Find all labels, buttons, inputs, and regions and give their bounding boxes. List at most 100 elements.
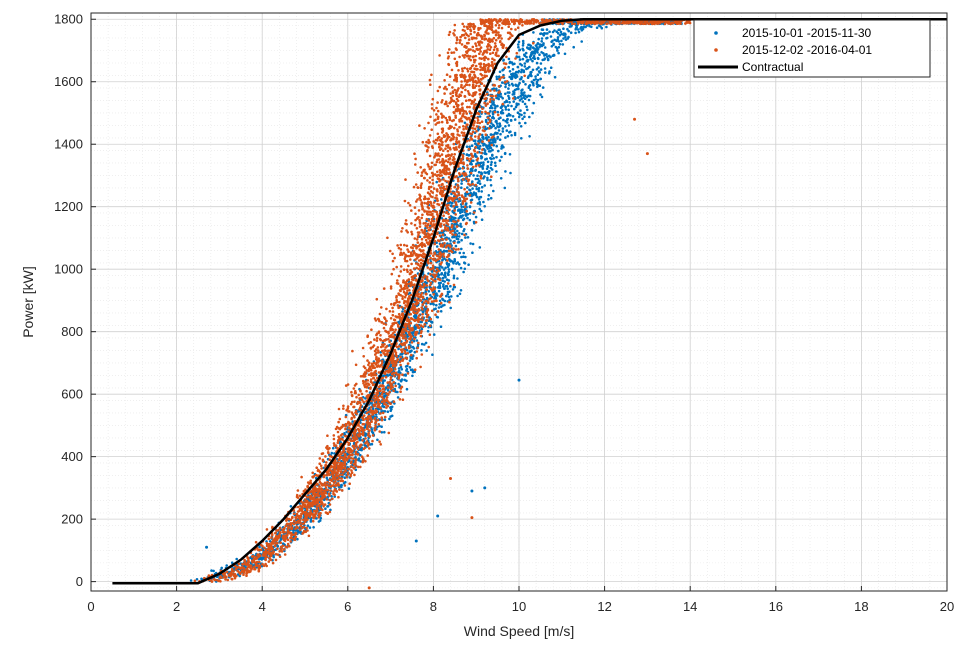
data-point [459,216,462,219]
data-point [529,74,532,77]
data-point [400,244,403,247]
data-point [258,568,261,571]
data-point [496,22,499,25]
data-point [373,338,376,341]
data-point [512,68,515,71]
data-point [455,42,458,45]
data-point [474,128,477,131]
data-point [548,72,551,75]
data-point [470,157,473,160]
data-point [444,180,447,183]
data-point [498,125,501,128]
data-point [429,294,432,297]
data-point [517,26,520,29]
data-point [467,154,470,157]
data-point [572,46,575,49]
data-point [397,304,400,307]
data-point [444,267,447,270]
data-point [443,287,446,290]
data-point [431,300,434,303]
data-point [381,393,384,396]
data-point [497,136,500,139]
data-point [329,482,332,485]
data-point [518,70,521,73]
data-point [465,214,468,217]
data-point [428,290,431,293]
data-point [475,194,478,197]
data-point [429,116,432,119]
data-point [371,431,374,434]
data-point [431,353,434,356]
data-point [512,84,515,87]
data-point [481,156,484,159]
data-point [519,109,522,112]
data-point [340,434,343,437]
data-point [434,197,437,200]
data-point [497,98,500,101]
data-point [481,218,484,221]
data-point [464,236,467,239]
data-point [551,45,554,48]
data-point [508,76,511,79]
data-point [401,373,404,376]
data-point [462,29,465,32]
data-point [435,304,438,307]
data-point [258,570,261,573]
data-point [454,58,457,61]
data-point [238,575,241,578]
data-point [414,158,417,161]
data-point [567,37,570,40]
data-point [395,371,398,374]
data-point [478,190,481,193]
data-point [432,293,435,296]
data-point [406,365,409,368]
data-point [392,314,395,317]
data-point [507,135,510,138]
data-point [447,264,450,267]
data-point [488,172,491,175]
data-point [413,267,416,270]
data-point [400,230,403,233]
data-point [414,224,417,227]
data-point [491,136,494,139]
data-point [490,163,493,166]
data-point [530,54,533,57]
data-point [509,70,512,73]
data-point [344,481,347,484]
data-point [509,172,512,175]
data-point [397,396,400,399]
data-point [460,206,463,209]
data-point [369,409,372,412]
data-point [224,578,227,581]
data-point [483,24,486,27]
data-point [513,108,516,111]
data-point [473,211,476,214]
data-point [395,266,398,269]
data-point [465,203,468,206]
data-point [528,116,531,119]
data-point [689,22,692,25]
data-point [425,239,428,242]
data-point [540,62,543,65]
data-point [420,349,423,352]
data-point [457,219,460,222]
data-point [498,85,501,88]
data-point [511,75,514,78]
data-point [494,164,497,167]
data-point [497,27,500,30]
data-point [449,285,452,288]
data-point [446,73,449,76]
data-point [466,217,469,220]
data-point [331,472,334,475]
data-point [580,26,583,29]
data-point [432,98,435,101]
data-point [453,277,456,280]
data-point [486,168,489,171]
data-point [425,349,428,352]
data-point [541,96,544,99]
data-point [378,371,381,374]
data-point [522,42,525,45]
data-point [495,34,498,37]
data-point [498,117,501,120]
data-point [435,181,438,184]
